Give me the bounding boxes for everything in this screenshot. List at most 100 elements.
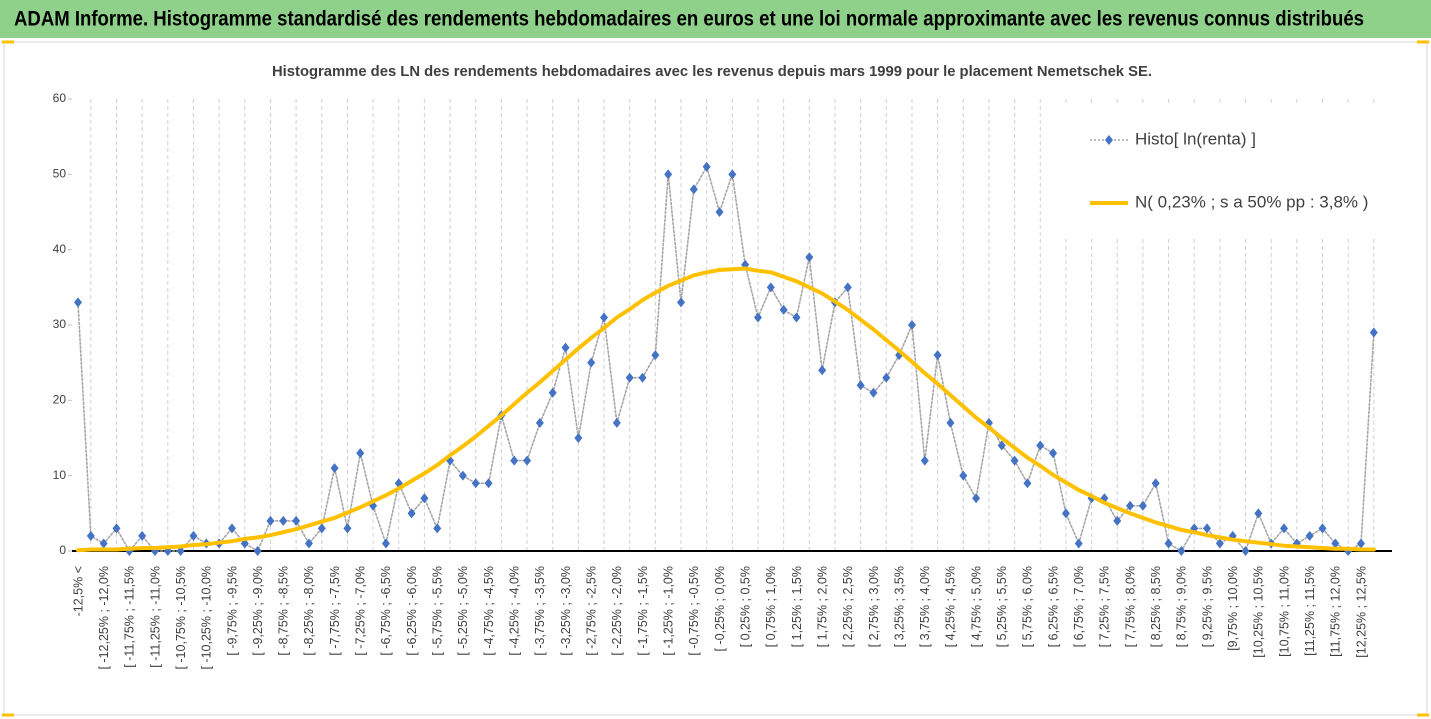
data-point — [304, 538, 313, 549]
x-tick-label: [11,75% ; 12,0% — [1329, 566, 1343, 657]
x-tick-label: [ 5,25% ; 5,5% — [995, 566, 1009, 647]
x-tick-label: [ -6,75% ; -6,5% — [379, 566, 393, 656]
data-point — [266, 515, 275, 526]
data-point — [1113, 515, 1122, 526]
data-point — [638, 372, 647, 383]
data-point — [664, 169, 673, 180]
x-tick-label: [ -0,25% ; 0,0% — [713, 566, 727, 651]
data-point — [1177, 546, 1186, 556]
data-point — [728, 169, 737, 180]
x-tick-label: [ 1,25% ; 1,5% — [790, 566, 804, 647]
data-point — [1036, 440, 1045, 451]
y-tick-label: 40 — [53, 242, 67, 256]
x-tick-label: [ -3,75% ; -3,5% — [533, 566, 547, 656]
data-point — [843, 282, 852, 293]
y-tick-label: 30 — [53, 317, 67, 331]
data-point — [574, 433, 583, 443]
y-tick-label: 0 — [59, 543, 66, 557]
x-tick-label: [ 8,25% ; 8,5% — [1149, 566, 1163, 647]
data-point — [1164, 538, 1173, 549]
x-tick-label: [ 6,75% ; 7,0% — [1072, 566, 1086, 647]
x-tick-label: [ 0,75% ; 1,0% — [764, 566, 778, 647]
data-point — [356, 448, 365, 459]
data-point — [279, 515, 288, 526]
y-tick-label: 10 — [53, 468, 67, 482]
y-tick-label: 60 — [53, 91, 67, 105]
data-point — [138, 530, 147, 541]
banner — [0, 0, 1431, 38]
data-point — [1318, 523, 1327, 534]
data-point — [253, 546, 262, 556]
legend-label: Histo[ ln(renta) ] — [1135, 129, 1256, 148]
data-point — [407, 508, 416, 519]
data-point — [625, 372, 634, 383]
data-point — [433, 523, 442, 534]
x-tick-label: [ -7,75% ; -7,5% — [328, 566, 342, 656]
data-point — [1369, 327, 1378, 338]
data-point — [1023, 478, 1032, 489]
data-point — [651, 350, 660, 361]
data-point — [689, 184, 698, 195]
data-point — [548, 387, 557, 398]
data-point — [907, 320, 916, 330]
data-point — [869, 387, 878, 398]
data-point — [946, 417, 955, 428]
data-point — [484, 478, 493, 489]
data-point — [458, 470, 467, 481]
data-point — [933, 350, 942, 361]
data-point — [1203, 523, 1212, 534]
data-point — [1331, 538, 1340, 549]
data-point — [997, 440, 1006, 451]
legend-marker — [1105, 135, 1113, 145]
x-tick-label: [11,25% ; 11,5% — [1303, 566, 1317, 656]
data-point — [959, 470, 968, 481]
x-tick-label: [ -8,75% ; -8,5% — [277, 566, 291, 656]
data-point — [330, 463, 339, 474]
data-point — [677, 297, 686, 308]
data-point — [587, 357, 596, 368]
x-tick-label: [ 8,75% ; 9,0% — [1175, 566, 1189, 647]
data-point — [766, 282, 775, 293]
x-tick-label: [ -9,25% ; -9,0% — [251, 566, 265, 656]
data-point — [753, 312, 762, 323]
x-tick-label: [ -0,75% ; -0,5% — [687, 566, 701, 656]
data-point — [600, 312, 609, 323]
data-point — [523, 455, 532, 466]
data-point — [818, 365, 827, 376]
x-tick-label: [ -11,25% ; -11,0% — [148, 566, 162, 668]
data-point — [1126, 500, 1135, 511]
x-tick-label: [ -9,75% ; -9,5% — [225, 566, 239, 656]
x-tick-label: [ -2,25% ; -2,0% — [610, 566, 624, 656]
corner-marks — [2, 40, 1429, 717]
x-tick-label: [ -12,25% ; -12,0% — [97, 566, 111, 670]
x-tick-label: [ 6,25% ; 6,5% — [1046, 566, 1060, 647]
data-point — [792, 312, 801, 323]
x-tick-label: [ -5,25% ; -5,0% — [456, 566, 470, 656]
data-point — [1215, 538, 1224, 549]
data-point — [292, 515, 301, 526]
x-tick-label: [ 4,25% ; 4,5% — [944, 566, 958, 647]
data-point — [882, 372, 891, 383]
data-point — [715, 207, 724, 217]
x-tick-label: [ 4,75% ; 5,0% — [969, 566, 983, 647]
chart-frame — [3, 41, 1428, 716]
x-tick-label: [ -4,25% ; -4,0% — [508, 566, 522, 656]
data-point — [779, 304, 788, 315]
data-point — [1138, 500, 1147, 511]
data-point — [510, 455, 519, 466]
x-tick-label: [ -1,75% ; -1,5% — [636, 566, 650, 656]
x-tick-label: [ 3,25% ; 3,5% — [892, 566, 906, 647]
x-tick-label: [ 2,25% ; 2,5% — [841, 566, 855, 647]
x-tick-label: [ -7,25% ; -7,0% — [354, 566, 368, 656]
x-tick-label: [ -6,25% ; -6,0% — [405, 566, 419, 656]
legend-label: N( 0,23% ; s a 50% pp : 3,8% ) — [1135, 192, 1368, 211]
data-point — [74, 297, 82, 308]
x-tick-label: [ -10,25% ; -10,0% — [200, 566, 214, 670]
x-tick-label: -12,5% < — [71, 566, 85, 616]
x-tick-label: [10,75% ; 11,0% — [1277, 566, 1291, 657]
x-tick-label: [ -5,75% ; -5,5% — [431, 566, 445, 656]
data-point — [1305, 530, 1314, 541]
data-point — [972, 493, 981, 504]
data-point — [1074, 538, 1083, 549]
